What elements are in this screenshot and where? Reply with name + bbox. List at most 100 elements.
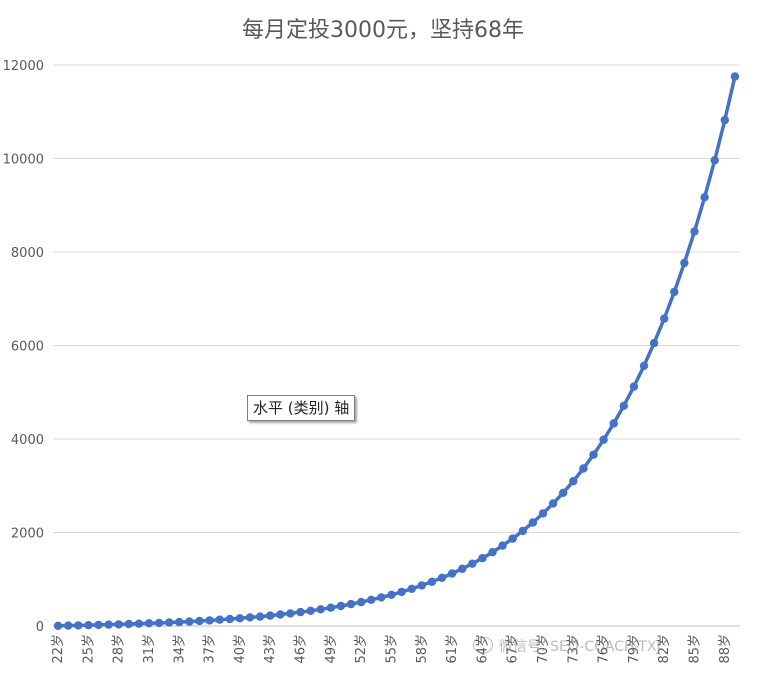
y-tick-label: 6000 xyxy=(11,340,44,355)
data-point xyxy=(720,115,729,125)
y-tick-label: 0 xyxy=(36,620,44,635)
data-point xyxy=(680,258,689,268)
data-point xyxy=(670,287,679,297)
data-point xyxy=(63,621,73,630)
data-point xyxy=(488,548,497,557)
data-point xyxy=(377,593,386,602)
x-tick-label: 67岁 xyxy=(506,634,521,664)
data-point xyxy=(649,338,659,348)
data-point xyxy=(235,614,245,623)
data-point xyxy=(589,450,598,459)
x-tick-label: 79岁 xyxy=(627,634,642,664)
data-point xyxy=(660,314,669,323)
x-tick-label: 70岁 xyxy=(536,634,551,664)
data-point xyxy=(185,617,194,626)
y-tick-label: 12000 xyxy=(3,59,44,74)
data-point xyxy=(205,616,214,625)
data-point xyxy=(336,601,346,611)
chart-title: 每月定投3000元，坚持68年 xyxy=(242,18,524,43)
data-point xyxy=(387,590,396,599)
y-tick-label: 8000 xyxy=(11,246,44,261)
data-point xyxy=(266,611,275,620)
data-point xyxy=(356,597,366,607)
wechat-icon xyxy=(473,637,493,653)
x-tick-label: 43岁 xyxy=(263,634,278,664)
x-tick-label: 76岁 xyxy=(597,634,612,664)
data-point xyxy=(710,156,719,165)
data-point xyxy=(84,621,93,630)
data-point xyxy=(629,382,639,391)
data-point xyxy=(175,617,184,627)
x-tick-label: 73岁 xyxy=(566,634,581,664)
data-point xyxy=(639,361,649,370)
x-tick-label: 58岁 xyxy=(415,634,430,664)
data-point xyxy=(245,613,255,622)
data-point xyxy=(124,619,133,629)
watermark: 微信号: SEO-COACH-TXJ xyxy=(473,637,661,656)
data-point xyxy=(518,526,527,536)
data-point xyxy=(286,609,295,618)
x-tick-label: 85岁 xyxy=(688,634,703,664)
data-point xyxy=(296,607,305,617)
data-point xyxy=(316,605,325,614)
data-point xyxy=(346,599,356,609)
axis-tooltip: 水平 (类别) 轴 xyxy=(247,395,356,421)
data-point xyxy=(569,476,578,486)
data-point xyxy=(74,621,83,630)
data-point xyxy=(417,581,426,590)
x-tick-label: 40岁 xyxy=(233,634,248,664)
y-tick-label: 2000 xyxy=(11,527,44,542)
x-tick-label: 82岁 xyxy=(657,634,672,664)
data-point xyxy=(326,603,335,612)
data-point xyxy=(255,612,265,621)
data-point xyxy=(215,615,224,624)
y-tick-label: 10000 xyxy=(3,153,44,168)
y-tick-label: 4000 xyxy=(11,433,44,448)
data-point xyxy=(700,193,709,202)
data-point xyxy=(609,419,618,428)
data-point xyxy=(144,619,154,628)
data-point xyxy=(468,559,477,568)
data-point xyxy=(690,227,699,236)
data-point xyxy=(730,72,740,81)
data-point xyxy=(165,618,174,627)
data-point xyxy=(427,577,437,586)
data-point xyxy=(528,518,538,527)
x-tick-label: 31岁 xyxy=(142,634,157,664)
x-tick-label: 34岁 xyxy=(172,634,187,664)
data-point xyxy=(367,595,376,604)
data-point xyxy=(478,554,487,563)
data-point xyxy=(104,620,113,629)
data-point xyxy=(225,614,234,624)
x-tick-label: 49岁 xyxy=(324,634,339,664)
x-tick-label: 37岁 xyxy=(203,634,218,664)
data-point xyxy=(195,616,204,626)
data-point xyxy=(134,619,144,628)
x-tick-label: 46岁 xyxy=(294,634,309,664)
data-point xyxy=(114,620,123,629)
data-point xyxy=(306,606,315,615)
x-tick-label: 52岁 xyxy=(354,634,369,664)
x-tick-label: 22岁 xyxy=(51,634,66,664)
data-point xyxy=(397,587,406,597)
data-point xyxy=(458,564,467,573)
data-point xyxy=(276,610,285,619)
data-point xyxy=(94,620,103,630)
data-point xyxy=(508,534,517,543)
data-point xyxy=(619,401,628,410)
x-tick-label: 28岁 xyxy=(112,634,127,664)
data-point xyxy=(447,569,457,578)
data-point xyxy=(498,541,507,550)
data-point xyxy=(154,618,164,628)
x-tick-label: 55岁 xyxy=(384,634,399,664)
data-point xyxy=(53,621,63,630)
data-point xyxy=(579,464,588,473)
data-point xyxy=(407,584,416,593)
data-point xyxy=(559,488,568,497)
watermark-text: 微信号: SEO-COACH-TXJ xyxy=(499,639,661,655)
x-tick-label: 61岁 xyxy=(445,634,460,664)
x-tick-label: 88岁 xyxy=(718,634,733,664)
data-point xyxy=(599,435,608,444)
